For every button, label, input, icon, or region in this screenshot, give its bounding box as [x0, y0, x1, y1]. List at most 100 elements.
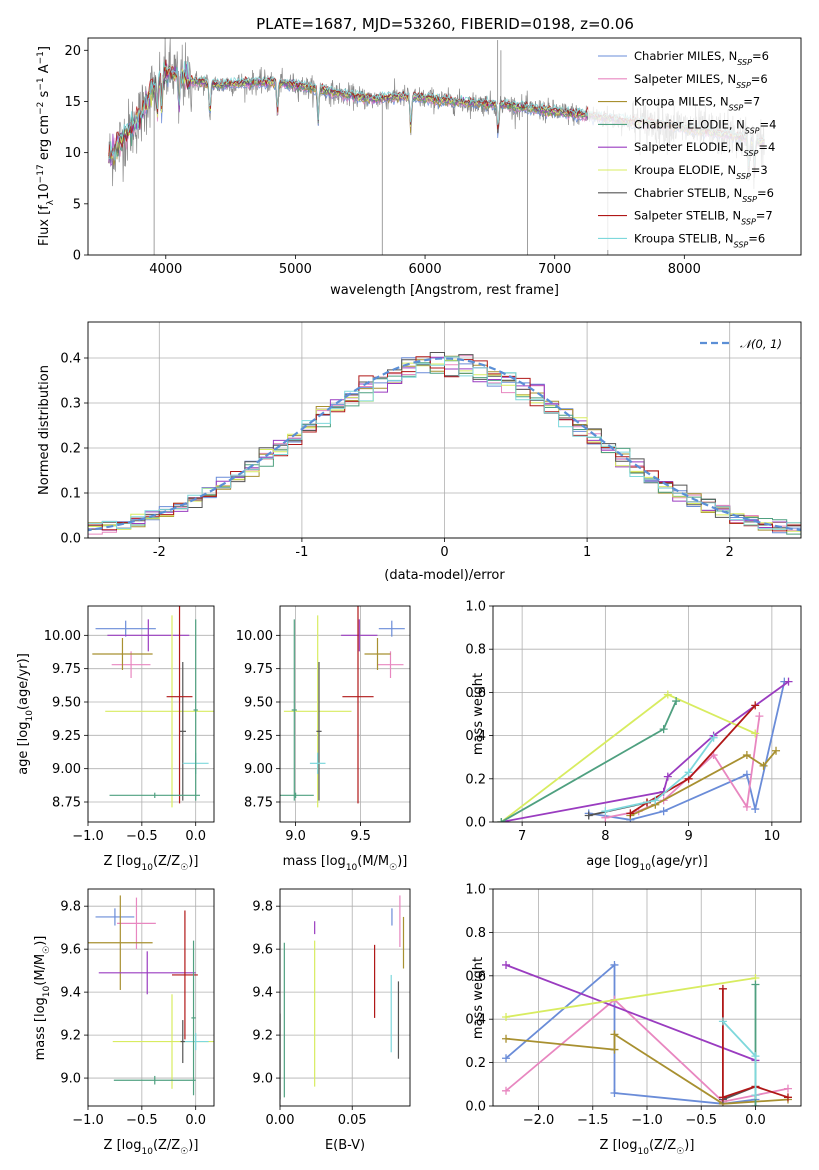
- weight-marker: [672, 697, 681, 706]
- x-tick-label: 0.0: [745, 1113, 766, 1128]
- weight-series-7: [722, 988, 789, 1099]
- weight-marker: [684, 768, 693, 777]
- legend-entry-0: Chabrier MILES, NSSP=6: [634, 49, 769, 67]
- weight-marker: [626, 809, 635, 818]
- y-tick-label: 10.00: [236, 629, 273, 644]
- spectrum-panel: 4000 5000 6000 7000 8000 0 5 10 15 20 wavelength […: [36, 37, 802, 298]
- weight-marker: [751, 729, 760, 738]
- weight-marker: [502, 1013, 511, 1022]
- weight-marker: [663, 690, 672, 699]
- weight-marker: [502, 1086, 511, 1095]
- x-tick-label: −1.0: [72, 1113, 104, 1128]
- y-tick-label: 9.25: [52, 729, 81, 744]
- legend-entry-4: Salpeter ELODIE, NSSP=4: [634, 140, 775, 158]
- x-tick-label: −1.0: [631, 1113, 663, 1128]
- legend-entry-6: Chabrier STELIB, NSSP=6: [634, 186, 774, 204]
- massebv-x-axis-label: E(B-V): [325, 1138, 365, 1153]
- x-tick-label: 8: [601, 829, 609, 844]
- y-tick-label: 0.3: [60, 397, 81, 412]
- weight-marker: [718, 1093, 727, 1102]
- weight-marker: [742, 751, 751, 760]
- x-tick-label: 7: [518, 829, 526, 844]
- wz-x-axis-label: Z [log10(Z/Z☉)]: [600, 1138, 695, 1157]
- massz-y-axis-label: mass [log10(M/M☉)]: [33, 936, 52, 1061]
- y-tick-label: 20: [64, 44, 81, 59]
- plot-area: [92, 606, 214, 808]
- axes-frame: [87, 321, 802, 539]
- weight-marker: [783, 1093, 792, 1102]
- x-tick-label: 1: [583, 545, 591, 560]
- legend-entry-3: Chabrier ELODIE, NSSP=4: [634, 117, 776, 135]
- x-tick-label: 0: [440, 545, 448, 560]
- weight-marker: [502, 1034, 511, 1043]
- weight-marker: [659, 725, 668, 734]
- y-tick-label: 0.0: [60, 532, 81, 547]
- y-tick-label: 0.4: [465, 729, 486, 744]
- weight-vs-age-panel: 7 8 9 10 0.0 0.2 0.4 0.6 0.8 1.0 age [log10(age/yr…: [465, 600, 802, 873]
- axes-frame: [87, 888, 215, 1107]
- y-tick-label: 9.2: [252, 1029, 273, 1044]
- mass-vs-ebv-panel: 0.00 0.05 9.0 9.2 9.4 9.6 9.8 E(B-V): [252, 888, 411, 1153]
- weight-marker: [610, 1045, 619, 1054]
- y-tick-label: 15: [64, 95, 81, 110]
- weight-series-8: [605, 737, 715, 813]
- axes-frame: [87, 605, 215, 823]
- weight-marker: [751, 980, 760, 989]
- x-tick-label: 0.00: [266, 1113, 295, 1128]
- legend-entry-1: Salpeter MILES, NSSP=6: [634, 72, 768, 90]
- y-tick-label: 5: [73, 197, 81, 212]
- y-tick-label: 8.75: [52, 796, 81, 811]
- x-tick-label: 4000: [149, 262, 182, 277]
- y-tick-label: 9.75: [52, 662, 81, 677]
- massz-x-axis-label: Z [log10(Z/Z☉)]: [104, 1138, 199, 1157]
- spectrum-y-axis-label: Flux [fλ10−17 erg cm−2 s−1 A−1]: [36, 46, 56, 246]
- x-tick-label: −0.5: [685, 1113, 717, 1128]
- plot-area: [502, 960, 792, 1106]
- weight-vs-metallicity-panel: −2.0 −1.5 −1.0 −0.5 0.0 0.0 0.2 0.4 0.6 0.8 1.0 Z […: [465, 883, 802, 1157]
- wz-y-axis-label: mass weight: [471, 957, 486, 1039]
- y-tick-label: 9.6: [60, 943, 81, 958]
- y-tick-label: 9.6: [252, 943, 273, 958]
- y-tick-label: 9.4: [252, 986, 273, 1001]
- x-tick-label: 8000: [668, 262, 701, 277]
- agez-x-axis-label: Z [log10(Z/Z☉)]: [104, 854, 199, 873]
- weight-marker: [742, 802, 751, 811]
- plot-area: [88, 895, 214, 1096]
- weight-series-7: [629, 704, 756, 815]
- x-tick-label: 5000: [279, 262, 312, 277]
- y-tick-label: 9.50: [52, 696, 81, 711]
- spectrum-legend: Chabrier MILES, NSSP=6 Salpeter MILES, NS…: [588, 42, 796, 250]
- weight-marker: [610, 960, 619, 969]
- x-tick-label: 10: [764, 829, 781, 844]
- weight-marker: [755, 712, 764, 721]
- y-tick-label: 9.75: [244, 662, 273, 677]
- weight-marker: [751, 701, 760, 710]
- weight-marker: [610, 1030, 619, 1039]
- x-tick-label: 9: [684, 829, 692, 844]
- weight-marker: [584, 811, 593, 820]
- y-tick-label: 10: [64, 146, 81, 161]
- weight-marker: [663, 772, 672, 781]
- x-tick-label: 0.0: [185, 1113, 206, 1128]
- weight-series-0: [588, 681, 786, 821]
- y-tick-label: 0.0: [465, 816, 486, 831]
- y-tick-label: 0.4: [465, 1013, 486, 1028]
- y-tick-label: 0.6: [465, 969, 486, 984]
- weight-series-3: [501, 680, 790, 822]
- weight-marker: [610, 1088, 619, 1097]
- weight-marker: [497, 818, 506, 822]
- y-tick-label: 1.0: [465, 600, 486, 615]
- agez-y-axis-label: age [log10(age/yr)]: [16, 653, 35, 775]
- y-tick-label: 1.0: [465, 883, 486, 898]
- x-tick-label: -1: [295, 545, 308, 560]
- x-tick-label: −1.5: [577, 1113, 609, 1128]
- y-tick-label: 0.1: [60, 487, 81, 502]
- axes-frame: [492, 605, 802, 823]
- legend-entry-2: Kroupa MILES, NSSP=7: [634, 95, 760, 113]
- weight-series-4: [500, 693, 756, 822]
- age-vs-metallicity-panel: −1.0 −0.5 0.0 8.75 9.00 9.25 9.50 9.75 10.00 Z [l…: [16, 605, 215, 873]
- x-tick-label: 9.0: [285, 829, 306, 844]
- weight-marker: [601, 807, 610, 816]
- weight-marker: [502, 1054, 511, 1063]
- x-tick-label: −2.0: [523, 1113, 555, 1128]
